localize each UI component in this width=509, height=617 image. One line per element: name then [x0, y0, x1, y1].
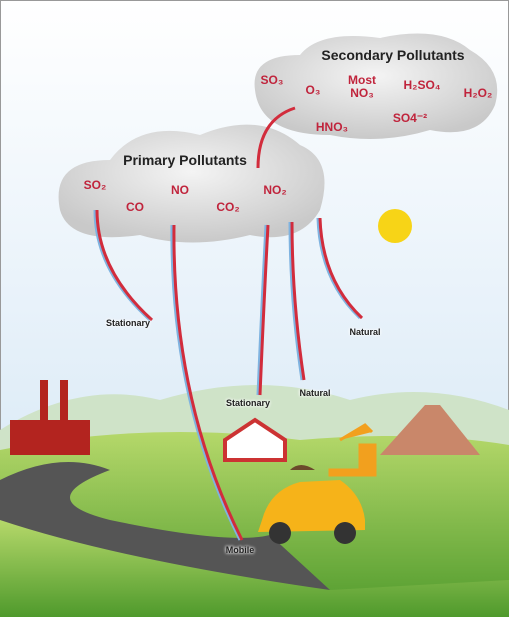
source-label: Stationary [105, 318, 151, 328]
source-label: Stationary [225, 398, 271, 408]
pollutant: NO₂ [263, 183, 287, 197]
secondary-title: Secondary Pollutants [321, 47, 465, 63]
pollutant: O₃ [305, 83, 321, 97]
pollutant: CO₂ [216, 200, 240, 214]
source-label: Natural [299, 388, 331, 398]
primary-title: Primary Pollutants [123, 152, 247, 168]
source-label: Mobile [225, 545, 255, 555]
pollutant: H₂SO₄ [403, 78, 441, 92]
pollutant: Most NO₃ [348, 73, 376, 100]
pollutant: HNO₃ [315, 120, 349, 134]
pollutant: CO [126, 200, 144, 214]
pollutant: SO₃ [260, 73, 284, 87]
pollutant: SO4⁻² [392, 111, 428, 125]
pollutant: SO₂ [83, 178, 107, 192]
source-label: Natural [349, 327, 381, 337]
pollutant: NO [171, 183, 189, 197]
pollutant: H₂O₂ [463, 86, 493, 100]
